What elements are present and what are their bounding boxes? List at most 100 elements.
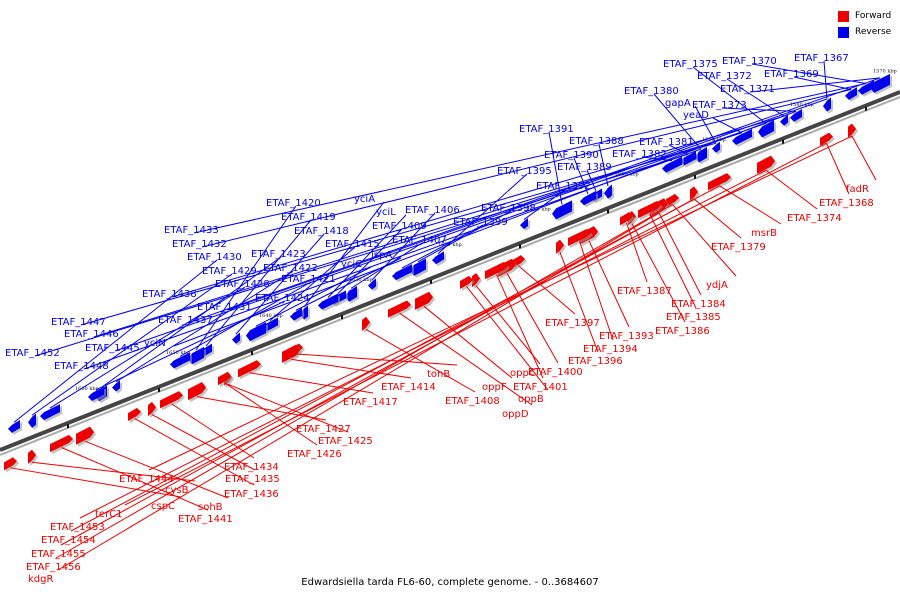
reverse-gene: [368, 278, 376, 290]
genome-axis: [0, 90, 900, 452]
tick-mark: [782, 139, 784, 144]
reverse-label-leader: [548, 131, 563, 205]
forward-gene: [620, 212, 633, 226]
forward-gene-label: msrB: [751, 228, 777, 239]
reverse-gene: [8, 420, 20, 433]
reverse-gene: [40, 404, 60, 421]
reverse-gene-label: ETAF_1406: [405, 205, 460, 216]
reverse-gene-label: ETAF_1381: [639, 137, 694, 148]
forward-gene: [708, 173, 731, 191]
forward-label-leader: [649, 213, 697, 309]
forward-gene-label: cspC: [151, 501, 175, 512]
reverse-label-leader: [193, 83, 867, 234]
forward-gene: [362, 316, 370, 332]
forward-gene: [50, 434, 73, 453]
forward-label-leader: [693, 198, 742, 239]
reverse-gene-label: ETAF_1395: [497, 166, 552, 177]
reverse-gene-label: ETAF_1447: [51, 317, 106, 328]
forward-label-leader: [134, 418, 255, 486]
tick-mark: [67, 424, 69, 429]
tick-mark: [251, 350, 253, 355]
forward-gene: [820, 132, 833, 146]
forward-gene-label: oppB: [518, 394, 544, 405]
reverse-label-leader: [749, 77, 881, 93]
reverse-gene: [112, 380, 120, 392]
tick-label: 1650 kbp: [166, 350, 190, 356]
reverse-gene-label: ETAF_1431: [197, 302, 252, 313]
forward-gene: [388, 300, 411, 318]
reverse-gene-label: ETAF_1422: [263, 263, 318, 274]
forward-gene: [76, 426, 94, 445]
reverse-gene: [392, 264, 412, 281]
forward-gene: [666, 193, 679, 208]
forward-gene-label: ydjA: [706, 280, 728, 291]
reverse-label-leader: [171, 115, 785, 298]
reverse-gene-label: ETAF_1372: [697, 71, 752, 82]
forward-label-leader: [124, 142, 827, 506]
axis-shadow: [0, 96, 900, 456]
forward-gene-label: oppD: [502, 409, 529, 420]
forward-label-leader: [765, 169, 818, 210]
forward-label-leader: [84, 440, 229, 499]
reverse-gene-label: ETAF_1415: [325, 239, 380, 250]
reverse-label-leader: [653, 93, 702, 150]
reverse-gene-label: yciA: [354, 194, 375, 205]
forward-label-leader: [55, 204, 673, 559]
forward-gene-label: ETAF_1374: [787, 213, 842, 224]
gene-shadow: [130, 409, 143, 424]
reverse-label-leader: [49, 286, 246, 409]
forward-gene-label: ETAF_1414: [381, 382, 436, 393]
forward-gene-label: ETAF_1441: [178, 514, 233, 525]
forward-gene-label: ETAF_1455: [31, 549, 86, 560]
reverse-gene-label: ETAF_1420: [266, 198, 321, 209]
legend-forward: Forward: [838, 8, 891, 24]
forward-gene: [4, 457, 17, 471]
forward-label-leader: [506, 273, 559, 364]
forward-gene: [28, 449, 36, 464]
forward-gene-label: oppC: [510, 368, 536, 379]
forward-gene-label: ETAF_1426: [287, 449, 342, 460]
forward-gene-label: ETAF_1417: [343, 397, 398, 408]
reverse-label-leader: [201, 88, 852, 248]
forward-gene: [238, 360, 261, 378]
reverse-gene-label: yeaD: [683, 110, 709, 121]
tick-mark: [519, 244, 521, 249]
tick-mark: [865, 106, 867, 111]
forward-gene-label: ETAF_1427: [296, 424, 351, 435]
forward-label-leader: [851, 135, 877, 181]
reverse-gene-label: ETAF_1388: [569, 136, 624, 147]
reverse-label-leader: [751, 63, 867, 84]
tick-label: 1660 kbp: [75, 386, 99, 392]
reverse-gene-label: ETAF_1399: [453, 217, 508, 228]
reverse-label-leader: [187, 77, 881, 324]
forward-label-leader: [626, 222, 648, 283]
legend-reverse-label: Reverse: [855, 27, 892, 37]
forward-gene-label: ETAF_1386: [655, 326, 710, 337]
forward-gene-label: fadR: [846, 184, 869, 195]
forward-gene: [556, 239, 564, 254]
tick-mark: [341, 315, 343, 320]
reverse-gene-label: ETAF_1373: [692, 100, 747, 111]
reverse-gene: [870, 73, 890, 93]
forward-label-leader: [399, 312, 533, 406]
forward-gene-label: ETAF_1368: [819, 198, 874, 209]
reverse-label-leader: [34, 153, 689, 357]
forward-gene-label: ETAF_1385: [666, 312, 721, 323]
reverse-gene: [88, 386, 104, 401]
forward-label-leader: [296, 353, 458, 366]
reverse-gene-label: yciL: [376, 207, 396, 218]
reverse-gene-label: ETAF_1438: [142, 289, 197, 300]
reverse-label-leader: [823, 60, 828, 100]
forward-gene-label: ETAF_1408: [445, 396, 500, 407]
reverse-label-leader: [80, 142, 717, 326]
forward-label-leader: [290, 358, 412, 379]
tick-label: 1630 kbp: [349, 277, 373, 283]
reverse-gene-label: ETAF_1428: [215, 279, 270, 290]
reverse-label-leader: [83, 148, 702, 370]
forward-gene: [148, 401, 156, 417]
reverse-gene: [580, 190, 596, 206]
reverse-gene: [712, 141, 720, 153]
forward-label-leader: [588, 240, 630, 328]
legend-forward-label: Forward: [855, 11, 892, 21]
forward-gene: [568, 228, 591, 247]
